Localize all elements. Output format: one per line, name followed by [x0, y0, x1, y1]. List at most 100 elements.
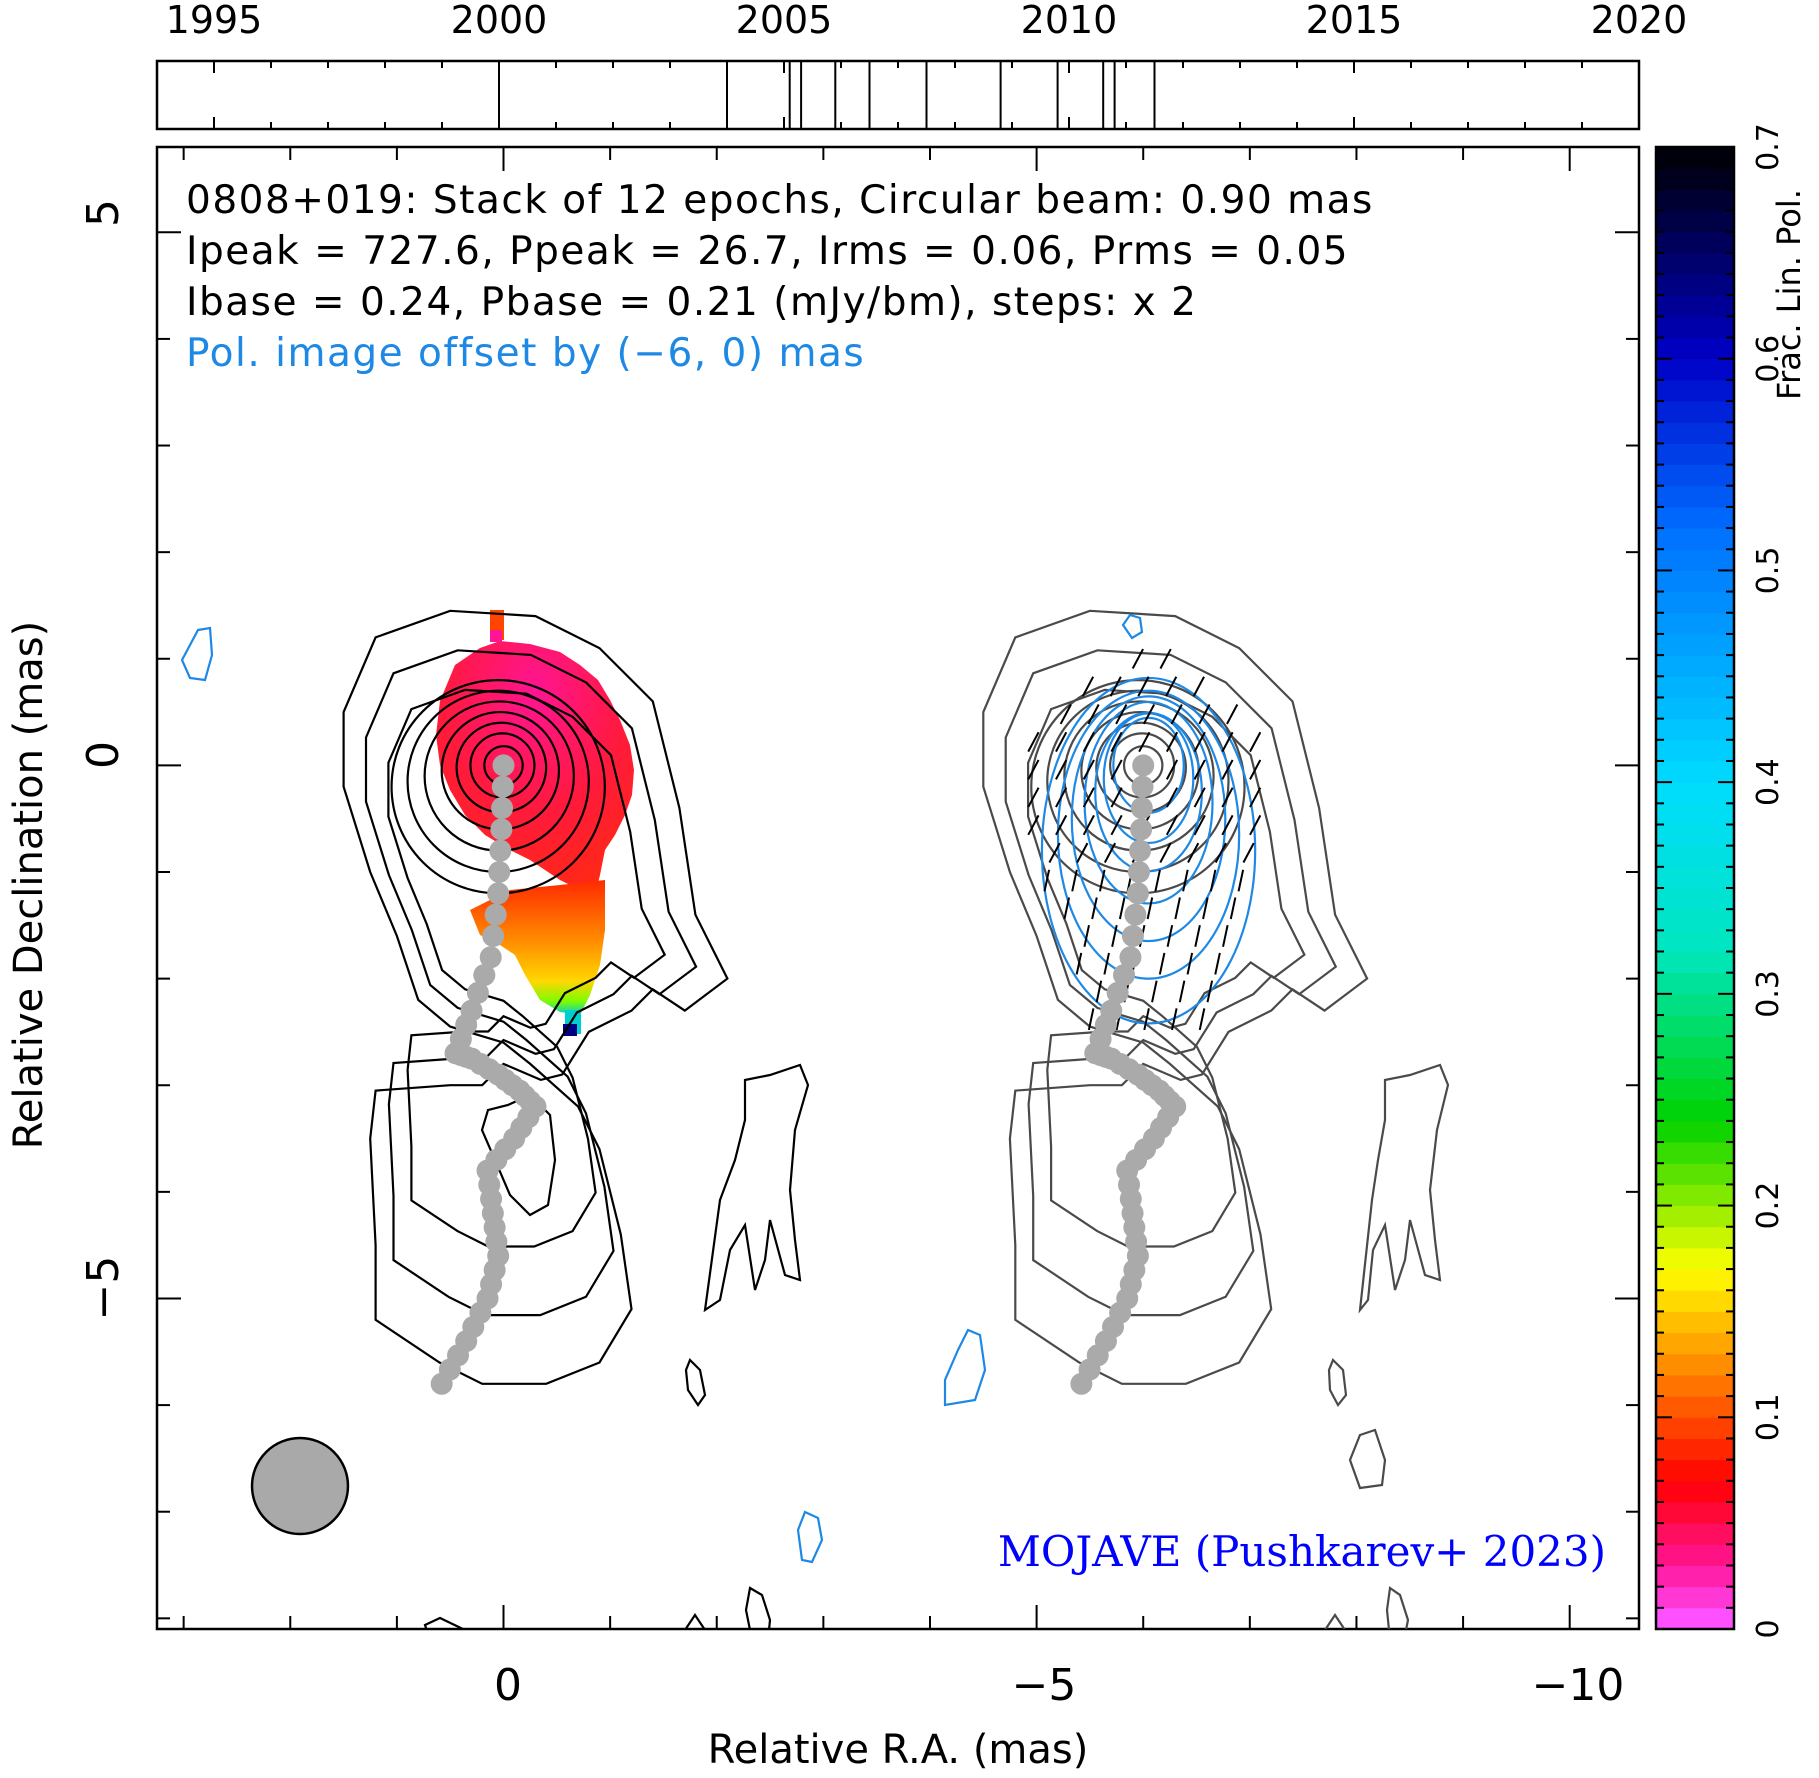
y-tick-labels: 5 0 −5 [78, 199, 129, 1320]
colorbar-band [1656, 1183, 1734, 1207]
evpa-tick [1165, 814, 1179, 836]
colorbar-label: Frac. Lin. Pol. [1770, 189, 1808, 400]
colorbar-tick-label: 0.5 [1751, 547, 1786, 595]
colorbar-band [1656, 612, 1734, 635]
colorbar-tick-labels: 0 0.1 0.2 0.3 0.4 0.5 0.6 0.7 [1751, 123, 1786, 1638]
evpa-tick [1187, 842, 1200, 863]
annotation-line-3: Ibase = 0.24, Pbase = 0.21 (mJy/bm), ste… [186, 280, 1197, 325]
evpa-tick [1209, 869, 1217, 892]
pol-contour [1083, 700, 1214, 905]
colorbar-band [1656, 1289, 1734, 1312]
contour-island [703, 1063, 810, 1313]
i-contour [387, 688, 667, 1248]
pol-contour-island [943, 1328, 987, 1407]
colorbar-band [1656, 1480, 1734, 1503]
ridge-point [466, 981, 489, 1004]
ridge-point [1119, 946, 1142, 969]
ridge-point [473, 964, 496, 987]
evpa-tick [1194, 925, 1201, 947]
colorbar-band [1656, 1564, 1734, 1588]
evpa-tick [1193, 759, 1206, 780]
i-contour [364, 649, 698, 1317]
ridge-point [1130, 797, 1153, 820]
colorbar-band [1656, 718, 1734, 741]
timeline-year-ticks [156, 61, 1640, 129]
colorbar-band [1656, 802, 1734, 825]
colorbar-band [1656, 1310, 1734, 1334]
evpa-tick [1137, 676, 1150, 697]
colorbar-band [1656, 485, 1734, 508]
colorbar-band [1656, 1056, 1734, 1080]
evpa-tick [1055, 787, 1068, 808]
ridge-point [1132, 754, 1155, 777]
timeline-labels: 1995 2000 2005 2010 2015 2020 [166, 0, 1688, 42]
colorbar-band [1656, 951, 1734, 974]
colorbar-band [1656, 1162, 1734, 1185]
ridge-point [1070, 1372, 1093, 1395]
colorbar-tick-label: 0.7 [1751, 123, 1786, 171]
ridge-point [1129, 839, 1152, 862]
contour-island [1358, 1063, 1450, 1314]
evpa-vectors [1027, 648, 1262, 1031]
colorbar-band [1656, 252, 1734, 275]
evpa-tick [1222, 925, 1229, 947]
evpa-tick [1193, 731, 1206, 753]
colorbar-band [1656, 739, 1734, 762]
colorbar: 0 0.1 0.2 0.3 0.4 0.5 0.6 0.7 Frac. Lin. Pol. [1654, 123, 1808, 1639]
ridge-point [1106, 981, 1129, 1004]
evpa-tick [1081, 676, 1095, 697]
timeline-year-label: 2020 [1591, 0, 1688, 42]
evpa-tick [1075, 952, 1083, 975]
evpa-tick [1249, 814, 1262, 836]
jet-ridgeline-offset [1070, 754, 1187, 1395]
pol-contour-island [180, 626, 214, 682]
evpa-tick [1091, 897, 1098, 920]
evpa-tick [1118, 897, 1126, 920]
evpa-tick [1159, 842, 1172, 863]
evpa-tick [1110, 787, 1123, 808]
ridge-point [479, 946, 502, 969]
evpa-tick [1095, 980, 1103, 1003]
pol-contour [1070, 695, 1227, 943]
colorbar-band [1656, 1226, 1734, 1249]
evpa-tick [1103, 842, 1117, 863]
x-tick-label: 0 [494, 1660, 522, 1711]
evpa-tick [1165, 676, 1178, 697]
ridge-point [1127, 861, 1150, 884]
frac-pol-edge-pixel [563, 1024, 577, 1036]
evpa-tick [1154, 869, 1161, 892]
ridge-point [1113, 964, 1136, 987]
evpa-tick [1110, 759, 1123, 780]
colorbar-band [1656, 1501, 1734, 1524]
colorbar-band [1656, 1247, 1734, 1270]
axis-ticks [157, 147, 1639, 1629]
evpa-tick [1059, 704, 1072, 725]
colorbar-band [1656, 993, 1734, 1016]
contour-island [744, 1586, 772, 1629]
colorbar-band [1656, 1586, 1734, 1609]
colorbar-tick-label: 0.1 [1751, 1393, 1786, 1441]
evpa-tick [1165, 787, 1179, 808]
colorbar-band [1656, 1332, 1734, 1355]
evpa-tick [1171, 1008, 1178, 1031]
evpa-tick [1027, 814, 1040, 836]
colorbar-band [1656, 1395, 1734, 1418]
contour-island [423, 1616, 466, 1629]
colorbar-band [1656, 1607, 1734, 1630]
y-tick-label: 0 [78, 741, 129, 769]
evpa-tick [1043, 869, 1051, 892]
evpa-tick [1083, 925, 1090, 947]
evpa-tick [1082, 731, 1095, 753]
contour-island [1327, 1358, 1348, 1407]
colorbar-band [1656, 1120, 1734, 1143]
colorbar-band [1656, 231, 1734, 254]
colorbar-band [1656, 1268, 1734, 1291]
colorbar-band [1656, 866, 1734, 889]
evpa-tick [1087, 704, 1100, 725]
colorbar-tick-label: 0.4 [1751, 758, 1786, 806]
contour-island [684, 1613, 706, 1629]
colorbar-tick-label: 0.2 [1751, 1182, 1786, 1230]
evpa-tick [1166, 925, 1174, 947]
evpa-tick [1138, 731, 1151, 753]
